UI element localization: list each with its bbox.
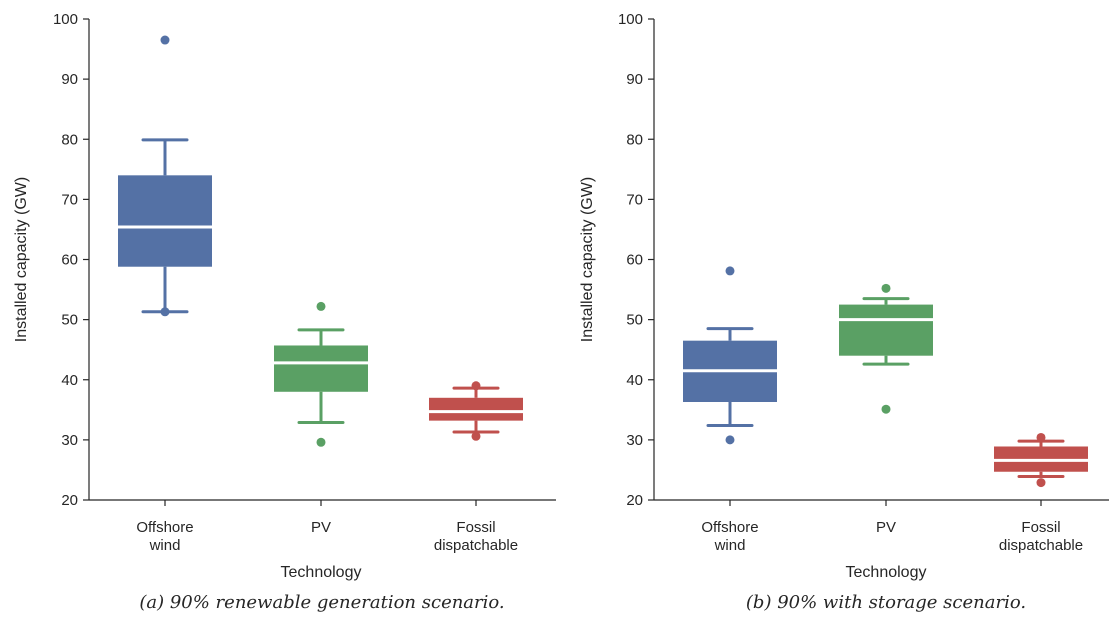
figure-caption: (b) 90% with storage scenario. [746,592,1026,613]
outlier-point [472,381,481,390]
box-iqr [118,175,212,266]
y-axis-label: Installed capacity (GW) [13,177,30,342]
x-axis-label: Technology [846,564,927,581]
x-tick-label: Fossil [1021,519,1060,536]
outlier-point [882,405,891,414]
outlier-point [882,284,891,293]
y-tick-label: 70 [626,191,643,208]
x-tick-label: PV [876,519,896,536]
outlier-point [317,302,326,311]
y-tick-label: 80 [61,131,78,148]
outlier-point [1037,478,1046,487]
x-tick-label: Offshore [701,519,758,536]
y-tick-label: 30 [626,432,643,449]
x-tick-label: wind [149,537,181,554]
y-tick-label: 50 [61,312,78,329]
x-tick-label: dispatchable [434,537,518,554]
x-tick-label: dispatchable [999,537,1083,554]
outlier-point [317,438,326,447]
x-tick-label: PV [311,519,331,536]
y-tick-label: 90 [61,71,78,88]
outlier-point [161,36,170,45]
y-tick-label: 60 [61,252,78,269]
box-iqr [429,398,523,421]
x-tick-label: Offshore [136,519,193,536]
y-tick-label: 90 [626,71,643,88]
outlier-point [1037,433,1046,442]
y-tick-label: 40 [626,372,643,389]
outlier-point [726,435,735,444]
box-iqr [839,305,933,356]
box-pv: PV [839,284,933,536]
y-axis-label: Installed capacity (GW) [579,177,596,342]
chart-panel-b: 20 30 40 50 60 70 80 90 100 Installed capacity (G… [579,11,1109,613]
figure-caption: (a) 90% renewable generation scenario. [139,592,504,613]
x-axis-label: Technology [281,564,362,581]
y-tick-label: 80 [626,131,643,148]
y-tick-label: 20 [626,492,643,509]
y-tick-label: 70 [61,191,78,208]
y-tick-label: 100 [618,11,643,28]
chart-panel-a: 20 30 40 50 60 70 80 90 100 Installed capacity (G… [13,11,556,613]
y-tick-label: 30 [61,432,78,449]
outlier-point [472,432,481,441]
y-tick-label: 100 [53,11,78,28]
box-pv: PV [274,302,368,536]
x-tick-label: Fossil [456,519,495,536]
outlier-point [726,266,735,275]
box-iqr [274,345,368,391]
y-tick-label: 40 [61,372,78,389]
outlier-point [161,307,170,316]
x-tick-label: wind [714,537,746,554]
y-tick-label: 50 [626,312,643,329]
y-tick-label: 20 [61,492,78,509]
y-tick-label: 60 [626,252,643,269]
